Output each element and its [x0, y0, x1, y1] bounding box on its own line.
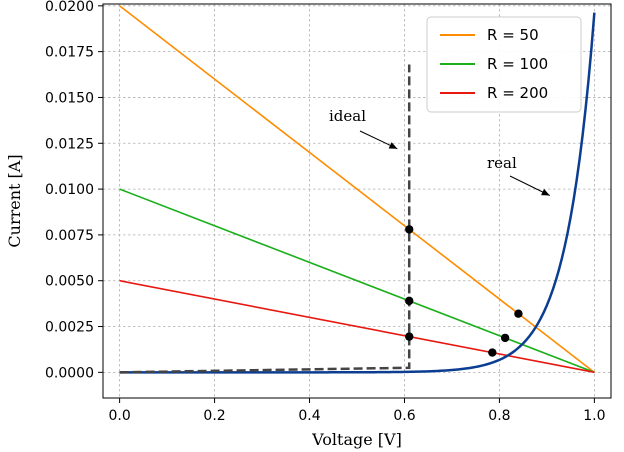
x-tick-label: 0.6 [393, 408, 415, 424]
legend-label-r200: R = 200 [487, 84, 548, 102]
operating-point [500, 333, 510, 343]
plot-frame [102, 3, 612, 399]
series-layer [119, 5, 596, 374]
y-tick-label: 0.0100 [45, 182, 94, 198]
legend-label-r50: R = 50 [487, 26, 539, 44]
x-axis-label: Voltage [V] [311, 430, 402, 449]
arrowhead-ideal [388, 142, 398, 149]
legend-label-r100: R = 100 [487, 55, 548, 73]
x-tick-label: 0.2 [203, 408, 225, 424]
operating-point [405, 225, 414, 234]
operating-point [514, 309, 523, 318]
load-line-r100 [119, 188, 595, 374]
operating-point [405, 332, 414, 341]
y-tick-label: 0.0050 [45, 274, 94, 290]
y-tick-label: 0.0175 [45, 45, 94, 61]
ideal-diode-curve [119, 64, 411, 374]
operating-point [488, 348, 497, 357]
x-tick-label: 0.8 [488, 408, 510, 424]
y-tick-label: 0.0075 [45, 228, 94, 244]
operating-point [405, 296, 414, 306]
x-tick-label: 1.0 [583, 408, 605, 424]
y-axis-label: Current [A] [5, 154, 24, 247]
intersection-points [405, 225, 523, 357]
annotations: ideal real [329, 107, 550, 196]
y-tick-label: 0.0000 [45, 365, 94, 381]
x-tick-label: 0.0 [108, 408, 130, 424]
y-tick-label: 0.0025 [45, 320, 94, 336]
tick-marks: 0.0 0.2 0.4 0.6 0.8 1.0 0.0000 0.0025 0.0050 0.00… [45, 0, 606, 424]
grid [103, 4, 611, 398]
x-tick-label: 0.4 [298, 408, 320, 424]
y-tick-label: 0.0125 [45, 136, 94, 152]
arrowhead-real [541, 188, 550, 196]
real-diode-curve [119, 12, 596, 374]
load-line-r200 [119, 279, 595, 374]
y-tick-label: 0.0150 [45, 90, 94, 106]
legend: R = 50 R = 100 R = 200 [426, 16, 582, 113]
annotation-real: real [487, 154, 517, 172]
annotation-ideal: ideal [329, 107, 366, 125]
y-tick-label: 0.0200 [45, 0, 94, 15]
legend-box [426, 16, 582, 113]
